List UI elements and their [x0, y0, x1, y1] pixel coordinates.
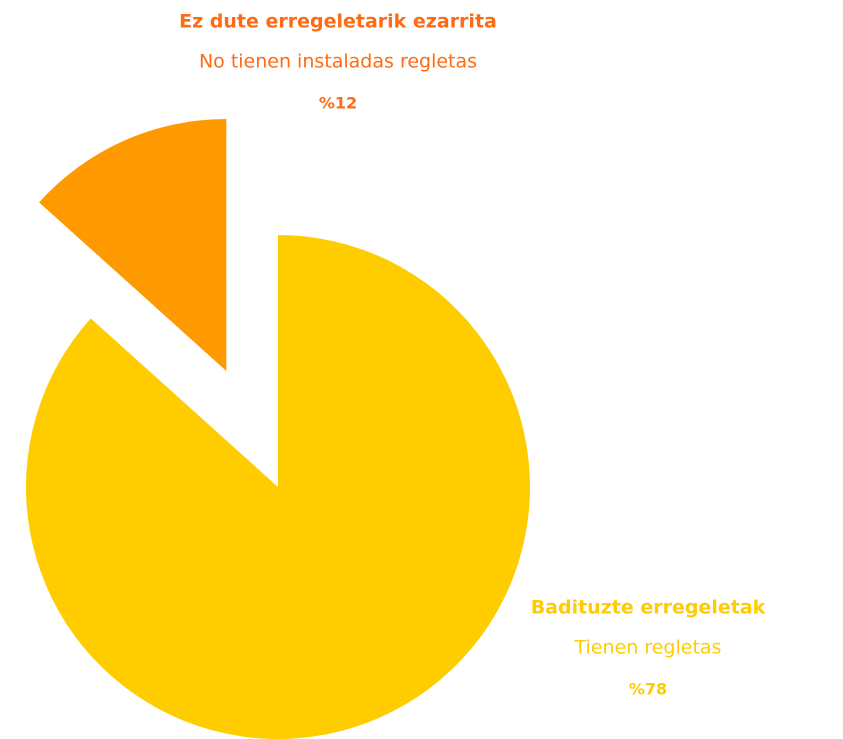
- pie-slice: [39, 118, 227, 371]
- slice-label: Ez dute erregeletarik ezarrita: [179, 11, 497, 33]
- slice-translation: No tienen instaladas regletas: [199, 51, 477, 73]
- slice-translation: Tienen regletas: [574, 637, 722, 659]
- slice-value-label: %12: [319, 94, 357, 113]
- pie-slice: [25, 235, 531, 739]
- slice-value-label: %78: [629, 680, 667, 699]
- slice-label: Badituzte erregeletak: [531, 597, 766, 619]
